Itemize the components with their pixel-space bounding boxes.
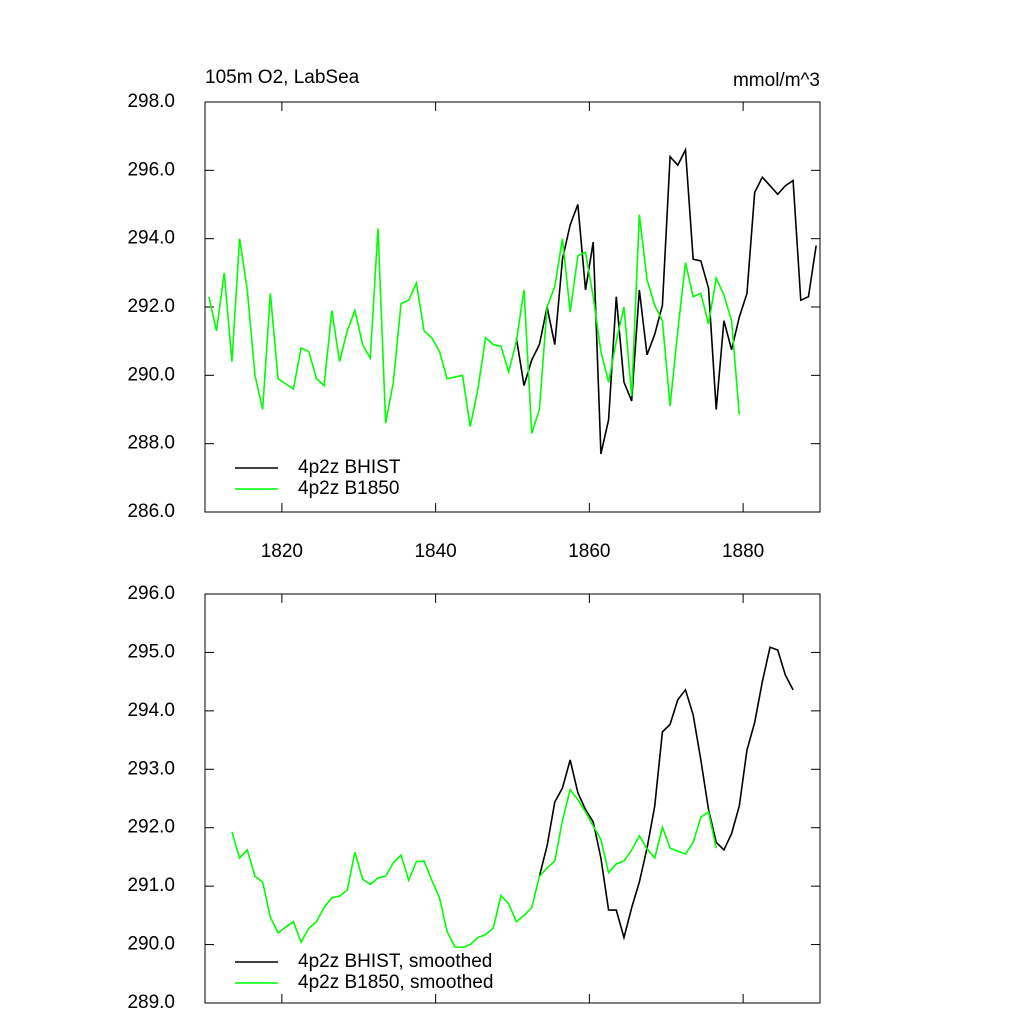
x-tick-label: 1860 [568,541,610,562]
series-line [208,214,741,434]
y-tick-label: 292.0 [127,296,175,317]
y-tick-label: 292.0 [127,817,175,838]
plot-frame [204,593,821,1004]
legend-label: 4p2z B1850, smoothed [298,972,493,993]
y-tick-label: 291.0 [127,875,175,896]
series-line [231,787,718,949]
y-tick-label: 294.0 [127,228,175,249]
units-label: mmol/m^3 [733,70,820,91]
legend-label: 4p2z B1850 [298,478,399,499]
series-line [538,646,794,941]
y-tick-label: 293.0 [127,758,175,779]
y-tick-label: 298.0 [127,91,175,112]
series-line [515,146,817,455]
x-tick-label: 1880 [722,541,764,562]
y-tick-label: 289.0 [127,992,175,1013]
y-tick-label: 296.0 [127,583,175,604]
legend-label: 4p2z BHIST, smoothed [298,951,492,972]
y-tick-label: 295.0 [127,641,175,662]
y-tick-label: 290.0 [127,364,175,385]
legend-label: 4p2z BHIST [298,457,401,478]
x-tick-label: 1840 [414,541,456,562]
y-tick-label: 296.0 [127,159,175,180]
y-tick-label: 290.0 [127,934,175,955]
y-tick-label: 288.0 [127,433,175,454]
y-tick-label: 294.0 [127,700,175,721]
y-tick-label: 286.0 [127,501,175,522]
chart-title: 105m O2, LabSea [205,67,360,88]
x-tick-label: 1820 [261,541,303,562]
